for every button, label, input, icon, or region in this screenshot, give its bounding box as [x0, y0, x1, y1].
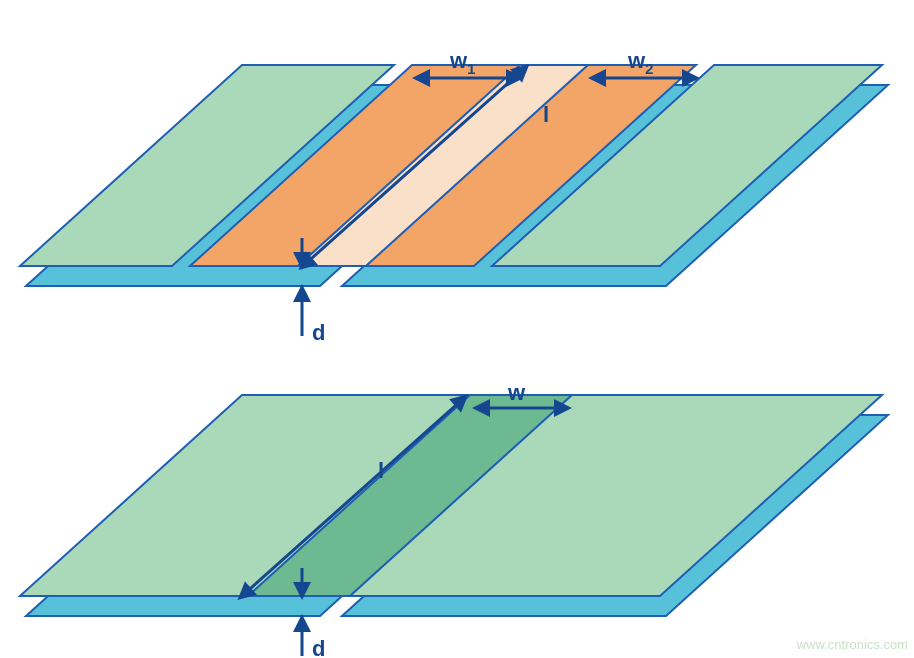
dim-d-label-top: d: [312, 320, 325, 345]
diagram-top: w1 w2 l d: [20, 48, 888, 345]
dim-w-label-b: w: [507, 380, 526, 405]
diagram-bottom: w l d: [20, 380, 888, 658]
watermark: www.cntronics.com: [797, 637, 908, 652]
dim-d-label-b: d: [312, 636, 325, 658]
dim-l-label-top: l: [543, 102, 549, 127]
dim-l-label-b: l: [378, 458, 384, 483]
